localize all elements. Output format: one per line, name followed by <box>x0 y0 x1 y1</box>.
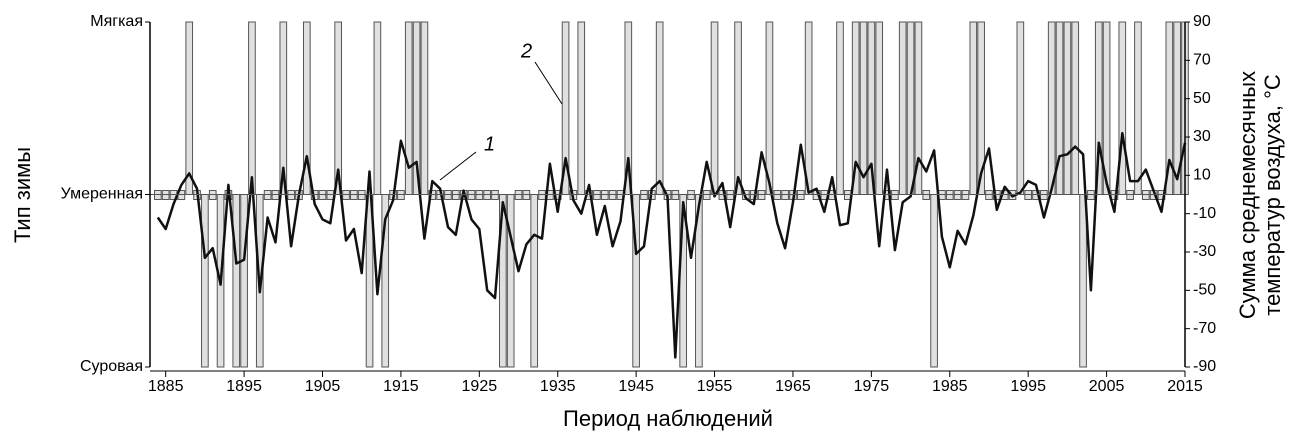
bar <box>930 194 938 368</box>
line <box>156 131 1187 359</box>
annotation: 2 <box>520 40 532 62</box>
y2-tick-label: 90 <box>1193 13 1211 30</box>
bar <box>420 21 429 195</box>
bar <box>1063 21 1072 195</box>
x-tick-label: 1925 <box>462 378 498 395</box>
bar <box>898 21 907 195</box>
y2-tick-label: 30 <box>1193 128 1211 145</box>
x-tick-label: 1955 <box>697 378 733 395</box>
y2-tick-label: 50 <box>1193 90 1211 107</box>
y-tick-label: Умеренная <box>61 186 143 203</box>
x-tick-label: 1985 <box>932 378 968 395</box>
y2-axis-title: Сумма среднемесячных <box>1235 71 1260 319</box>
bar <box>185 21 194 195</box>
bar <box>804 21 813 195</box>
bar <box>248 21 256 195</box>
y2-tick-label: -10 <box>1193 205 1216 222</box>
leader-line <box>439 151 477 181</box>
bar <box>710 21 719 195</box>
x-tick-label: 2005 <box>1089 378 1125 395</box>
bar <box>1016 21 1025 195</box>
bar <box>1134 21 1142 195</box>
bar <box>969 21 978 195</box>
y2-tick-label: -50 <box>1193 282 1216 299</box>
x-tick-label: 1905 <box>305 378 341 395</box>
x-tick-label: 1995 <box>1010 378 1046 395</box>
bar <box>875 21 884 195</box>
y2-tick-label: -90 <box>1193 358 1216 375</box>
y2-tick-label: -30 <box>1193 243 1216 260</box>
bar <box>506 194 515 368</box>
x-axis-title: Период наблюдений <box>563 406 773 431</box>
bar <box>530 194 539 368</box>
x-tick-label: 1895 <box>226 378 262 395</box>
bar <box>1079 194 1087 368</box>
bar <box>1071 21 1080 195</box>
y2-tick-label: 70 <box>1193 52 1211 69</box>
y2-axis-title: температур воздуха, °С <box>1260 74 1285 316</box>
x-tick-label: 1965 <box>775 378 811 395</box>
bar <box>240 194 248 368</box>
y2-tick-label: 10 <box>1193 167 1211 184</box>
bar <box>836 21 844 195</box>
x-tick-label: 1915 <box>383 378 419 395</box>
leader-line <box>534 61 563 105</box>
bar <box>232 194 241 368</box>
y-tick-label: Мягкая <box>90 13 143 30</box>
bar <box>201 194 209 368</box>
annotation: 1 <box>484 133 495 155</box>
bar <box>859 21 868 195</box>
bar <box>577 21 586 195</box>
x-tick-label: 2015 <box>1167 378 1203 395</box>
bar <box>1047 21 1056 195</box>
y2-tick-label: -70 <box>1193 320 1216 337</box>
bar <box>906 21 915 195</box>
x-tick-label: 1885 <box>148 378 184 395</box>
x-tick-label: 1945 <box>618 378 654 395</box>
bar <box>373 21 382 195</box>
bar <box>765 21 774 195</box>
bar <box>734 21 742 195</box>
y-axis-title: Тип зимы <box>10 147 35 243</box>
bar <box>655 21 664 195</box>
x-tick-label: 1935 <box>540 378 576 395</box>
y-tick-label: Суровая <box>80 358 143 375</box>
x-tick-label: 1975 <box>854 378 890 395</box>
